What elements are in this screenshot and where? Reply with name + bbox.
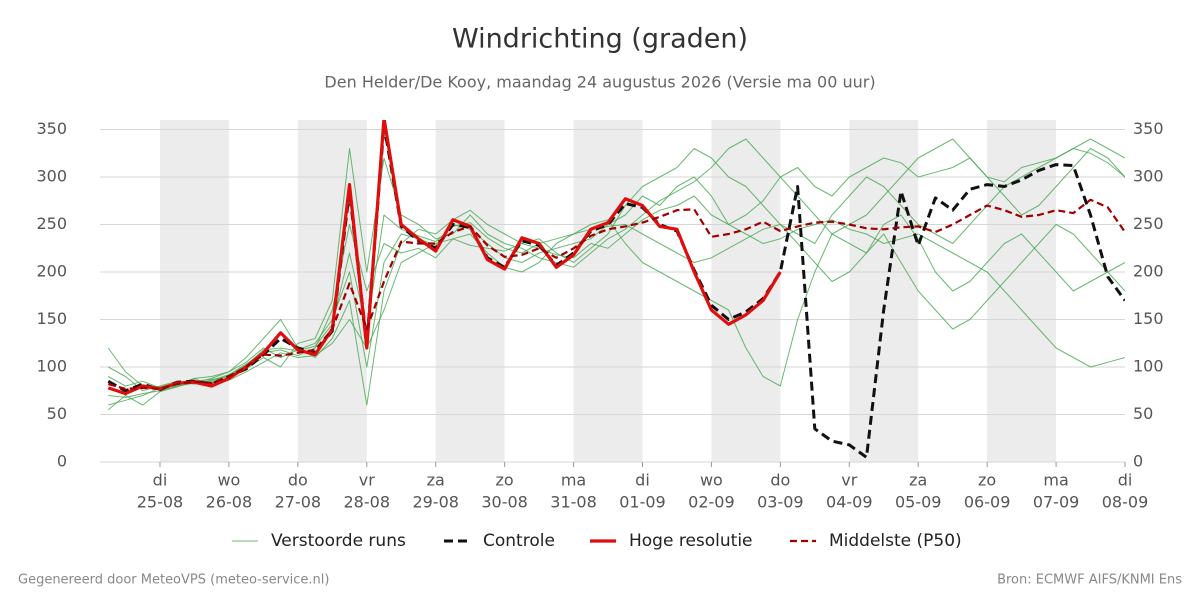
x-tick-weekday: zo <box>978 471 996 490</box>
day-band <box>297 120 367 462</box>
day-band <box>987 120 1057 462</box>
y-tick-label: 300 <box>36 167 67 186</box>
y-tick-label: 0 <box>57 452 67 471</box>
day-band <box>573 120 643 462</box>
x-tick-weekday: do <box>770 471 790 490</box>
x-tick-weekday: do <box>288 471 308 490</box>
x-tick-date: 04-09 <box>826 493 873 512</box>
axes: 0 0 50 50 100 100 150 150 200 200 250 250 300 300 350 3… <box>36 119 1163 512</box>
y2-tick-label: 150 <box>1133 309 1164 328</box>
footer-left: Gegenereerd door MeteoVPS (meteo-service… <box>18 573 329 588</box>
x-tick-date: 29-08 <box>412 493 459 512</box>
x-tick-weekday: ma <box>1043 471 1068 490</box>
x-tick-weekday: za <box>909 471 927 490</box>
x-tick-date: 30-08 <box>481 493 528 512</box>
chart-title: Windrichting (graden) <box>452 24 748 55</box>
y2-tick-label: 100 <box>1133 357 1164 376</box>
x-tick-weekday: ma <box>561 471 586 490</box>
y-tick-label: 150 <box>36 309 67 328</box>
x-tick-weekday: di <box>635 471 650 490</box>
x-tick-date: 02-09 <box>688 493 735 512</box>
legend-label: Hoge resolutie <box>629 531 753 551</box>
y-tick-label: 250 <box>36 214 67 233</box>
x-tick-date: 27-08 <box>275 493 322 512</box>
x-tick-date: 26-08 <box>206 493 253 512</box>
grid <box>100 129 1125 463</box>
ensemble-line <box>108 138 1125 406</box>
y2-tick-label: 0 <box>1133 452 1143 471</box>
x-tick-weekday: zo <box>496 471 514 490</box>
x-tick-date: 31-08 <box>550 493 597 512</box>
ensemble-line <box>107 138 1125 411</box>
day-bands <box>159 120 1057 462</box>
y2-tick-label: 200 <box>1133 262 1164 281</box>
legend-label: Verstoorde runs <box>271 531 406 551</box>
plot-lines <box>107 120 1125 459</box>
y2-tick-label: 50 <box>1133 404 1153 423</box>
footer-right: Bron: ECMWF AIFS/KNMI Ens <box>997 573 1182 588</box>
x-tick-date: 28-08 <box>344 493 391 512</box>
x-tick-weekday: di <box>1118 471 1133 490</box>
y-tick-label: 100 <box>36 357 67 376</box>
y-tick-label: 50 <box>47 404 67 423</box>
series-line <box>108 198 1125 390</box>
x-tick-weekday: wo <box>700 471 723 490</box>
y2-tick-label: 350 <box>1133 119 1164 138</box>
legend: Verstoorde runs Controle Hoge resolutie Mid… <box>232 531 962 551</box>
day-band <box>159 120 229 462</box>
x-tick-date: 08-09 <box>1102 493 1149 512</box>
x-tick-weekday: vr <box>359 471 375 490</box>
x-tick-date: 03-09 <box>757 493 804 512</box>
y2-tick-label: 250 <box>1133 214 1164 233</box>
series-line <box>107 123 1125 459</box>
x-tick-weekday: za <box>427 471 445 490</box>
x-tick-date: 06-09 <box>964 493 1011 512</box>
chart-subtitle: Den Helder/De Kooy, maandag 24 augustus … <box>324 73 875 92</box>
x-tick-date: 07-09 <box>1033 493 1080 512</box>
y-tick-label: 200 <box>36 262 67 281</box>
x-tick-date: 05-09 <box>895 493 942 512</box>
series-line <box>107 120 782 396</box>
day-band <box>435 120 505 462</box>
legend-label: Middelste (P50) <box>829 531 962 551</box>
x-tick-weekday: wo <box>217 471 240 490</box>
x-tick-weekday: vr <box>841 471 857 490</box>
ensemble-line <box>107 214 1125 388</box>
x-tick-weekday: di <box>153 471 168 490</box>
y-tick-label: 350 <box>36 119 67 138</box>
legend-label: Controle <box>483 531 555 551</box>
x-tick-date: 01-09 <box>619 493 666 512</box>
x-tick-date: 25-08 <box>137 493 184 512</box>
y2-tick-label: 300 <box>1133 167 1164 186</box>
ensemble-line <box>108 214 1125 392</box>
